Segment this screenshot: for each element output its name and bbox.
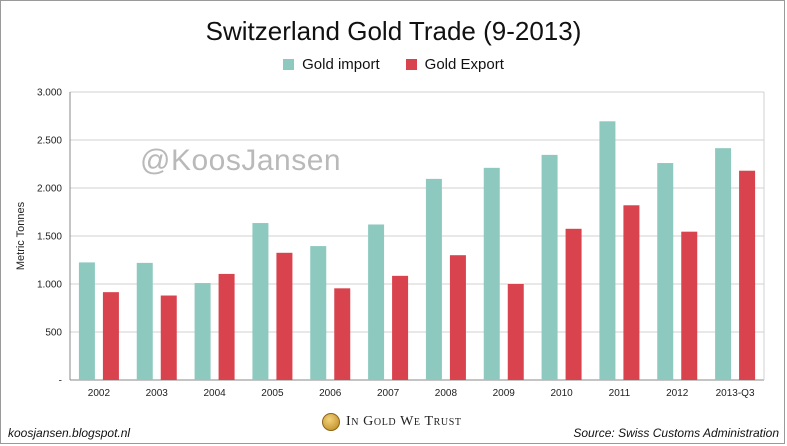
bar-export: [681, 231, 698, 380]
y-tick-label: 1.500: [37, 232, 62, 243]
x-tick-label: 2005: [261, 388, 284, 399]
x-tick-label: 2010: [550, 388, 573, 399]
bar-export: [623, 205, 640, 380]
x-tick-label: 2006: [319, 388, 342, 399]
x-tick-label: 2004: [203, 388, 226, 399]
brand-text: In Gold We Trust: [346, 414, 462, 429]
bar-export: [218, 273, 235, 380]
y-tick-label: 2.500: [37, 136, 62, 147]
y-tick-label: -: [59, 376, 62, 387]
bar-import: [657, 163, 674, 380]
y-tick-label: 2.000: [37, 184, 62, 195]
chart-title: Switzerland Gold Trade (9-2013): [205, 16, 582, 46]
bar-export: [449, 255, 466, 380]
y-axis-label: Metric Tonnes: [15, 201, 27, 270]
watermark: @KoosJansen: [140, 144, 342, 177]
bar-import: [310, 246, 327, 380]
x-tick-label: 2013-Q3: [716, 388, 755, 399]
x-tick-label: 2008: [435, 388, 458, 399]
x-tick-label: 2009: [493, 388, 516, 399]
y-tick-label: 1.000: [37, 280, 62, 291]
x-tick-label: 2012: [666, 388, 689, 399]
x-tick-label: 2003: [146, 388, 169, 399]
bar-import: [78, 262, 95, 380]
bar-import: [368, 224, 385, 380]
y-tick-label: 500: [45, 328, 62, 339]
bar-import: [715, 148, 732, 380]
legend-item-export: Gold Export: [405, 56, 504, 73]
x-tick-label: 2011: [609, 388, 631, 399]
legend-swatch-export: [405, 59, 417, 70]
bar-export: [739, 170, 756, 380]
footer-blog-url: koosjansen.blogspot.nl: [8, 426, 131, 440]
bar-export: [102, 292, 119, 380]
x-tick-label: 2002: [88, 388, 111, 399]
bar-import: [541, 154, 558, 380]
bar-import: [136, 262, 153, 380]
bar-import: [425, 178, 442, 380]
bar-import: [252, 223, 269, 380]
y-tick-label: 3.000: [37, 88, 62, 99]
footer-source: Source: Swiss Customs Administration: [573, 426, 779, 440]
legend-label-import: Gold import: [302, 56, 380, 73]
legend: Gold import Gold Export: [0, 56, 787, 73]
bar-export: [392, 275, 409, 380]
bar-export: [276, 252, 293, 380]
bar-export: [160, 295, 177, 380]
x-tick-label: 2007: [377, 388, 400, 399]
legend-label-export: Gold Export: [424, 56, 504, 73]
bar-import: [483, 167, 500, 380]
legend-item-import: Gold import: [283, 56, 380, 73]
bar-export: [507, 284, 524, 380]
bar-import: [599, 121, 616, 380]
bar-export: [334, 288, 351, 380]
coin-icon: [322, 413, 340, 431]
bar-export: [565, 228, 582, 380]
bar-import: [194, 283, 211, 380]
legend-swatch-import: [283, 59, 295, 70]
brand-logo: In Gold We Trust: [322, 413, 462, 431]
